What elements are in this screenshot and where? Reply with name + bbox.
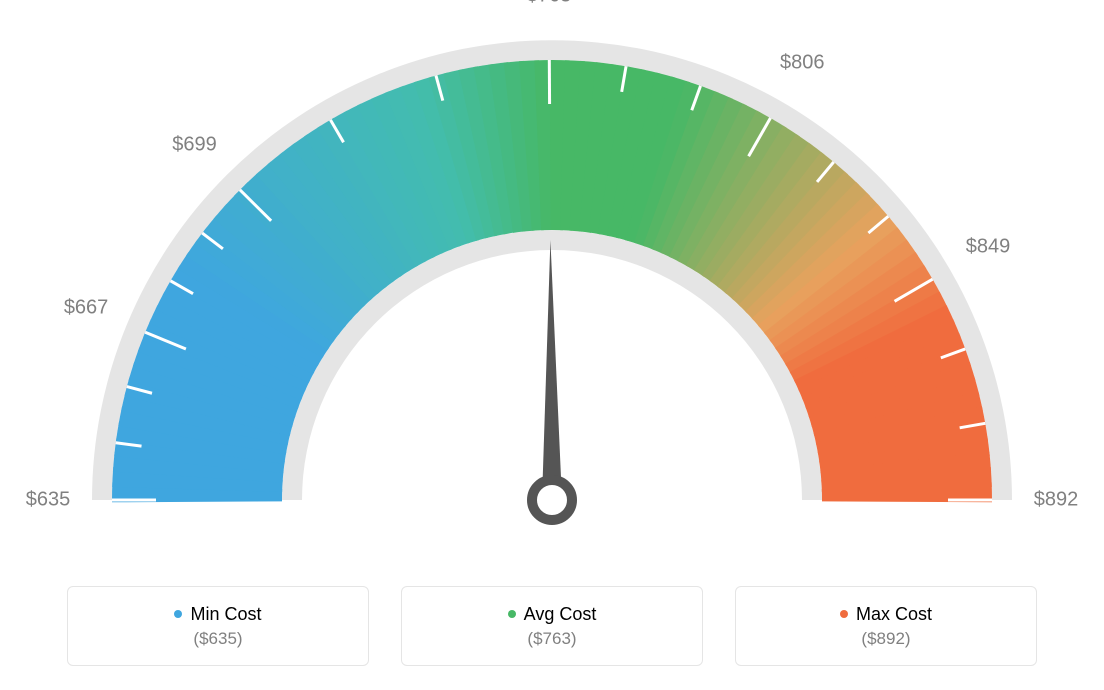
legend-min-card: Min Cost ($635)	[67, 586, 369, 666]
legend-min-label: Min Cost	[190, 604, 261, 625]
gauge-tick-label: $892	[1034, 489, 1079, 512]
gauge-tick-label: $667	[64, 296, 109, 319]
gauge-tick-label: $763	[527, 0, 572, 8]
gauge-chart: $635 $667 $699 $763 $806 $849 $892	[0, 0, 1104, 570]
legend-avg-value: ($763)	[527, 629, 576, 649]
legend-avg-card: Avg Cost ($763)	[401, 586, 703, 666]
legend-avg-dot-icon	[508, 610, 516, 618]
legend-row: Min Cost ($635) Avg Cost ($763) Max Cost…	[0, 586, 1104, 666]
gauge-tick-label: $635	[26, 489, 71, 512]
legend-min-value: ($635)	[193, 629, 242, 649]
gauge-tick-label: $806	[780, 51, 825, 74]
legend-max-dot-icon	[840, 610, 848, 618]
legend-avg-label: Avg Cost	[524, 604, 597, 625]
legend-max-card: Max Cost ($892)	[735, 586, 1037, 666]
gauge-tick-label: $699	[172, 133, 217, 156]
gauge-tick-label: $849	[966, 236, 1011, 259]
legend-max-value: ($892)	[861, 629, 910, 649]
legend-max-label: Max Cost	[856, 604, 932, 625]
legend-min-dot-icon	[174, 610, 182, 618]
